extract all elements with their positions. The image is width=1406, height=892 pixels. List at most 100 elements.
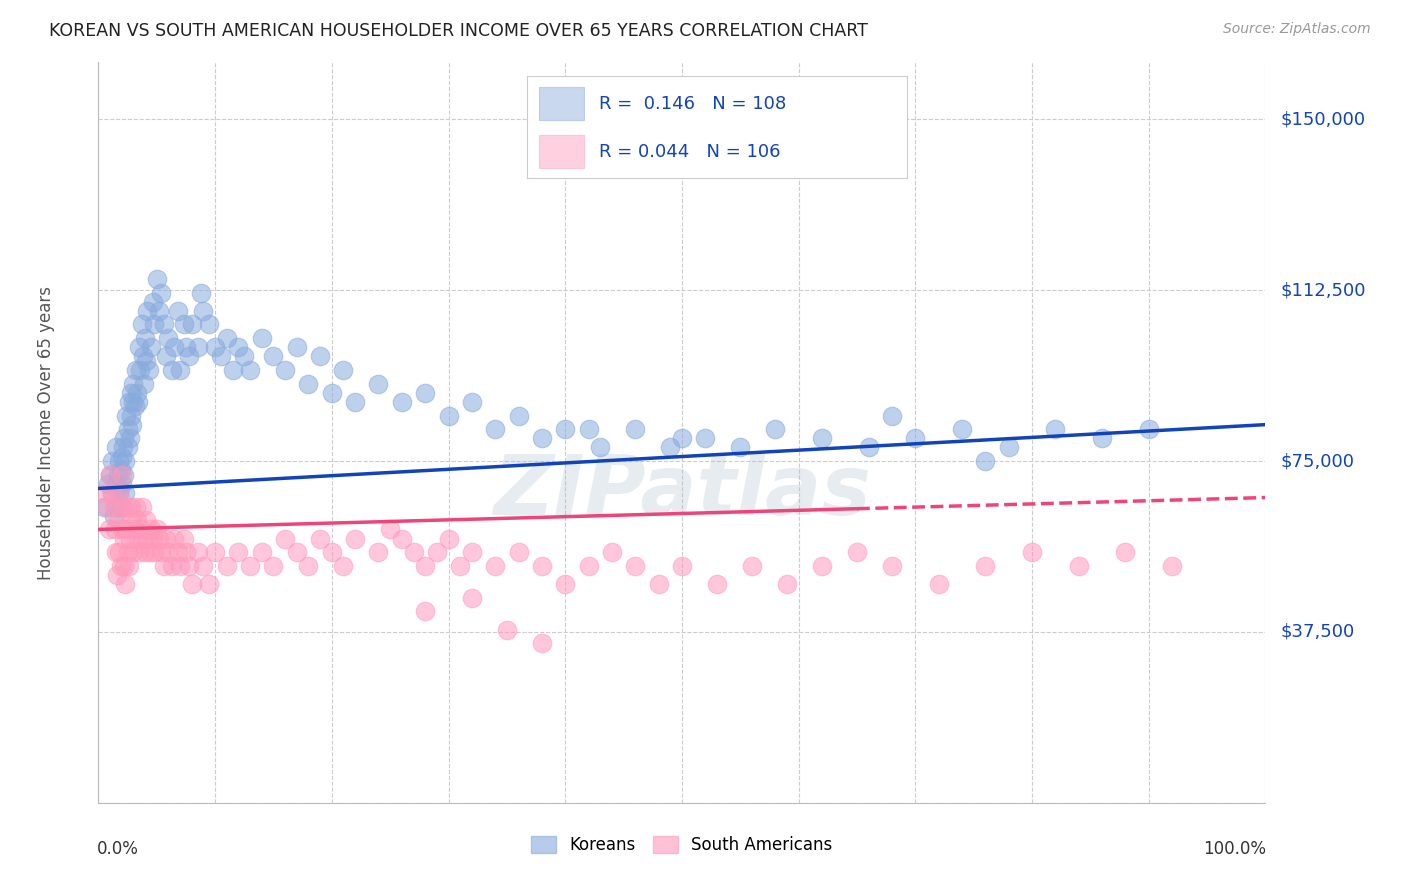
Point bbox=[134, 331, 156, 345]
Point bbox=[647, 577, 669, 591]
Point bbox=[1067, 558, 1090, 573]
Text: $75,000: $75,000 bbox=[1281, 452, 1354, 470]
Point bbox=[274, 532, 297, 546]
Point bbox=[138, 363, 160, 377]
Point bbox=[437, 409, 460, 423]
Legend: Koreans, South Americans: Koreans, South Americans bbox=[524, 830, 839, 861]
Point bbox=[115, 523, 138, 537]
Point bbox=[508, 545, 530, 559]
Point bbox=[671, 431, 693, 445]
Point bbox=[659, 441, 682, 455]
Point bbox=[97, 476, 120, 491]
Point bbox=[157, 545, 180, 559]
Point bbox=[321, 385, 343, 400]
Point bbox=[134, 545, 156, 559]
Point bbox=[122, 395, 145, 409]
Point bbox=[121, 513, 143, 527]
Point bbox=[706, 577, 728, 591]
Point bbox=[96, 500, 118, 514]
Point bbox=[437, 532, 460, 546]
Point bbox=[135, 354, 157, 368]
Point bbox=[120, 500, 142, 514]
Point bbox=[143, 318, 166, 332]
Point bbox=[112, 431, 135, 445]
Text: $112,500: $112,500 bbox=[1281, 281, 1367, 299]
Point bbox=[98, 467, 121, 482]
Point bbox=[1045, 422, 1067, 436]
Point bbox=[155, 532, 177, 546]
Point bbox=[763, 422, 786, 436]
Point bbox=[136, 303, 159, 318]
Point bbox=[508, 409, 530, 423]
Point bbox=[152, 558, 174, 573]
Point bbox=[344, 395, 367, 409]
Text: $37,500: $37,500 bbox=[1281, 623, 1355, 641]
Point bbox=[997, 441, 1019, 455]
Point bbox=[169, 558, 191, 573]
Point bbox=[262, 349, 284, 363]
Point bbox=[233, 349, 256, 363]
Point bbox=[578, 422, 600, 436]
Point bbox=[190, 285, 212, 300]
Point bbox=[624, 422, 647, 436]
Point bbox=[554, 577, 576, 591]
Point bbox=[776, 577, 799, 591]
Point bbox=[124, 400, 146, 414]
Point bbox=[169, 363, 191, 377]
Point bbox=[530, 636, 553, 650]
Point bbox=[103, 500, 125, 514]
Point bbox=[132, 532, 155, 546]
Point bbox=[136, 532, 159, 546]
Point bbox=[142, 532, 165, 546]
Point bbox=[93, 486, 115, 500]
Point bbox=[104, 441, 127, 455]
Point bbox=[107, 467, 129, 482]
Point bbox=[139, 545, 162, 559]
Point bbox=[204, 340, 226, 354]
Point bbox=[131, 500, 153, 514]
Point bbox=[112, 467, 135, 482]
Point bbox=[111, 441, 134, 455]
Point bbox=[671, 558, 693, 573]
Point bbox=[142, 294, 165, 309]
Point bbox=[193, 303, 215, 318]
Point bbox=[111, 523, 134, 537]
Point bbox=[530, 431, 553, 445]
Point bbox=[128, 545, 150, 559]
Point bbox=[695, 431, 717, 445]
Point bbox=[846, 545, 869, 559]
Point bbox=[880, 409, 903, 423]
Point bbox=[179, 558, 201, 573]
Point bbox=[426, 545, 449, 559]
Point bbox=[187, 545, 209, 559]
Point bbox=[127, 395, 149, 409]
Point bbox=[122, 545, 145, 559]
Point bbox=[858, 441, 880, 455]
Point bbox=[413, 604, 436, 618]
Point bbox=[157, 331, 180, 345]
Point bbox=[250, 545, 273, 559]
Point bbox=[120, 385, 142, 400]
Text: Source: ZipAtlas.com: Source: ZipAtlas.com bbox=[1223, 22, 1371, 37]
Point bbox=[461, 591, 484, 605]
Point bbox=[101, 486, 124, 500]
Point bbox=[117, 422, 139, 436]
Point bbox=[228, 545, 250, 559]
Point bbox=[118, 395, 141, 409]
Point bbox=[111, 450, 134, 464]
Point bbox=[98, 467, 121, 482]
Point bbox=[180, 318, 202, 332]
Point bbox=[118, 532, 141, 546]
Point bbox=[228, 340, 250, 354]
Point bbox=[332, 363, 354, 377]
Point bbox=[107, 513, 129, 527]
Point bbox=[180, 577, 202, 591]
Point bbox=[461, 545, 484, 559]
Point bbox=[120, 409, 142, 423]
Point bbox=[111, 500, 134, 514]
Point bbox=[101, 486, 124, 500]
Point bbox=[146, 272, 169, 286]
Point bbox=[173, 532, 195, 546]
Point bbox=[309, 349, 332, 363]
Point bbox=[143, 545, 166, 559]
